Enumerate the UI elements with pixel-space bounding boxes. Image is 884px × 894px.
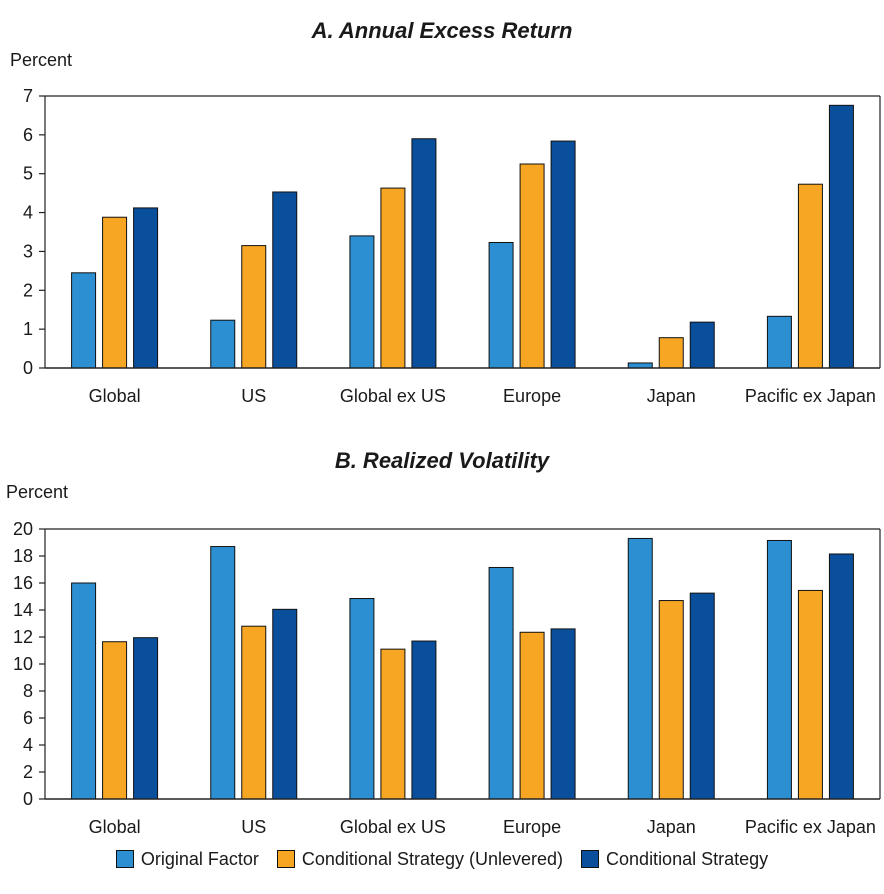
y-tick-label: 4 (23, 203, 33, 223)
bar-europe-original-factor (488, 241, 514, 369)
y-tick-label: 14 (13, 600, 33, 620)
x-tick-label-japan: Japan (647, 817, 696, 837)
bar-global-ex-us-conditional-strategy (411, 640, 437, 800)
y-tick-label: 16 (13, 573, 33, 593)
panel-b-bar-chart: 0 2 4 6 8 10 12 14 16 18 20 Global US Global ex US Eur… (13, 520, 881, 837)
legend-label: Conditional Strategy (Unlevered) (301, 848, 564, 869)
bar-pacific-ex-japan-conditional-strategy-unlevered (797, 183, 823, 369)
y-tick-label: 6 (23, 125, 33, 145)
x-tick-label-pacific-ex-japan: Pacific ex Japan (745, 386, 876, 406)
x-tick-label-europe: Europe (503, 386, 561, 406)
y-tick-label: 20 (13, 520, 33, 539)
panel-a-bar-chart: 0 1 2 3 4 5 6 7 Global US Global ex US Europe Japan P… (23, 86, 881, 406)
legend-item-conditional-strategy: Conditional Strategy (581, 849, 768, 870)
y-tick-label: 18 (13, 546, 33, 566)
bar-us-original-factor (210, 319, 236, 369)
bar-global-original-factor (71, 582, 97, 800)
bar-japan-conditional-strategy (689, 321, 715, 369)
legend-swatch (581, 850, 600, 868)
bar-global-original-factor (71, 272, 97, 369)
panel-a-title: A. Annual Excess Return (311, 18, 573, 43)
panel-b-unit-label: Percent (6, 482, 69, 502)
bar-global-ex-us-conditional-strategy (411, 138, 437, 369)
bar-japan-original-factor (627, 537, 653, 800)
bar-us-conditional-strategy (272, 191, 298, 369)
x-tick-label-japan: Japan (647, 386, 696, 406)
y-tick-label: 8 (23, 681, 33, 701)
bar-global-ex-us-original-factor (349, 598, 375, 800)
x-tick-label-global: Global (89, 386, 141, 406)
bar-europe-conditional-strategy-unlevered (519, 631, 545, 800)
bar-pacific-ex-japan-original-factor (766, 315, 792, 369)
bar-europe-conditional-strategy (550, 140, 576, 369)
bar-global-conditional-strategy-unlevered (102, 641, 128, 800)
bar-pacific-ex-japan-original-factor (766, 539, 792, 800)
bar-pacific-ex-japan-conditional-strategy (828, 104, 854, 369)
x-tick-label-europe: Europe (503, 817, 561, 837)
bar-global-ex-us-conditional-strategy-unlevered (380, 187, 406, 369)
bar-europe-original-factor (488, 566, 514, 800)
x-tick-label-us: US (241, 817, 266, 837)
x-tick-label-pacific-ex-japan: Pacific ex Japan (745, 817, 876, 837)
y-tick-label: 2 (23, 280, 33, 300)
bar-japan-conditional-strategy (689, 592, 715, 800)
legend-item-conditional-unlevered: Conditional Strategy (Unlevered) (276, 848, 564, 870)
legend-swatch (115, 850, 134, 868)
bar-global-ex-us-original-factor (349, 235, 375, 369)
bar-japan-conditional-strategy-unlevered (658, 337, 684, 369)
bar-europe-conditional-strategy-unlevered (519, 163, 545, 369)
y-tick-label: 0 (23, 789, 33, 809)
y-tick-label: 7 (23, 86, 33, 106)
legend-label: Conditional Strategy (606, 848, 769, 869)
legend-item-original-factor: Original Factor (115, 848, 259, 870)
bar-us-original-factor (210, 546, 236, 800)
bar-japan-conditional-strategy-unlevered (658, 600, 684, 800)
bar-global-conditional-strategy (133, 207, 159, 369)
panel-b-title: B. Realized Volatility (334, 448, 550, 473)
bar-global-ex-us-conditional-strategy-unlevered (380, 648, 406, 800)
y-tick-label: 5 (23, 164, 33, 184)
y-tick-label: 6 (23, 708, 33, 728)
y-tick-label: 2 (23, 762, 33, 782)
bar-us-conditional-strategy (272, 608, 298, 800)
panel-a-unit-label: Percent (10, 50, 73, 70)
legend-label: Original Factor (140, 848, 259, 869)
bar-global-conditional-strategy (133, 637, 159, 800)
y-tick-label: 12 (13, 627, 33, 647)
y-tick-label: 4 (23, 735, 33, 755)
bar-europe-conditional-strategy (550, 628, 576, 800)
y-tick-label: 10 (13, 654, 33, 674)
bar-pacific-ex-japan-conditional-strategy-unlevered (797, 589, 823, 800)
legend: Original Factor Conditional Strategy (Un… (0, 844, 884, 874)
x-tick-label-global: Global (89, 817, 141, 837)
legend-swatch (276, 850, 295, 868)
x-tick-label-us: US (241, 386, 266, 406)
bar-japan-original-factor (627, 362, 653, 369)
y-tick-label: 0 (23, 358, 33, 378)
bar-us-conditional-strategy-unlevered (241, 625, 267, 800)
x-tick-label-global-ex-us: Global ex US (340, 386, 446, 406)
bar-global-conditional-strategy-unlevered (102, 216, 128, 369)
bar-pacific-ex-japan-conditional-strategy (828, 553, 854, 800)
bar-us-conditional-strategy-unlevered (241, 245, 267, 369)
y-tick-label: 3 (23, 241, 33, 261)
y-tick-label: 1 (23, 319, 33, 339)
x-tick-label-global-ex-us: Global ex US (340, 817, 446, 837)
